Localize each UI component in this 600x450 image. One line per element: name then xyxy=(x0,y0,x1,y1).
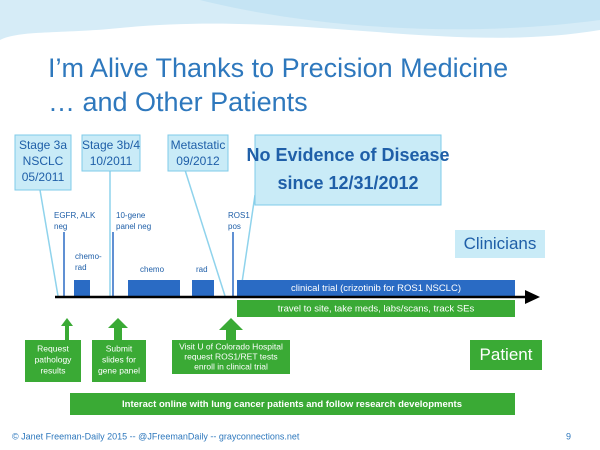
event-label: 10-gene xyxy=(116,211,146,220)
page-number: 9 xyxy=(566,431,571,441)
stage-label: Stage 3a xyxy=(19,138,67,152)
stage-box xyxy=(81,134,141,172)
clinicians-label: Clinicians xyxy=(464,234,537,253)
clinicians-box xyxy=(455,230,545,258)
up-arrows xyxy=(61,318,243,340)
action-box xyxy=(172,340,290,374)
action-text: gene panel xyxy=(98,365,140,375)
event-label: chemo xyxy=(140,265,165,274)
stage-box xyxy=(167,134,229,172)
event-label: rad xyxy=(75,263,87,272)
stage-label: 10/2011 xyxy=(90,154,133,168)
timeline-arrow xyxy=(525,290,540,304)
patient-bar-text: travel to site, take meds, labs/scans, t… xyxy=(278,304,475,315)
event-label: panel neg xyxy=(116,222,151,231)
action-text: Submit xyxy=(106,343,133,353)
clinical-trial-text: clinical trial (crizotinib for ROS1 NSCL… xyxy=(291,283,461,294)
ned-text: No Evidence of Disease xyxy=(246,145,449,165)
action-box xyxy=(92,340,146,382)
event-label: chemo- xyxy=(75,252,102,261)
action-text: slides for xyxy=(102,354,136,364)
action-text: results xyxy=(40,365,65,375)
stage-label: Stage 3b/4 xyxy=(82,138,140,152)
action-text: request ROS1/RET tests xyxy=(184,351,277,361)
top-swoosh xyxy=(200,0,600,30)
connectors xyxy=(39,169,256,297)
patient-bar xyxy=(237,300,515,317)
action-text: Request xyxy=(37,343,69,353)
action-box xyxy=(25,340,81,382)
clinical-trial-bar xyxy=(237,280,515,296)
stage-label: Metastatic xyxy=(171,138,226,152)
stage-label: 05/2011 xyxy=(22,170,65,184)
event-lines xyxy=(63,232,234,296)
ned-text: since 12/31/2012 xyxy=(277,173,418,193)
title: I’m Alive Thanks to Precision Medicine xyxy=(48,53,508,83)
patient-box xyxy=(470,340,542,370)
footer: © Janet Freeman-Daily 2015 -- @JFreemanD… xyxy=(12,431,300,441)
stage-box xyxy=(14,134,72,191)
ned-box xyxy=(254,134,442,206)
event-label: EGFR, ALK xyxy=(54,211,96,220)
treatment-bar xyxy=(74,280,90,296)
online-text: Interact online with lung cancer patient… xyxy=(122,399,462,410)
treatment-bar xyxy=(128,280,180,296)
patient-label: Patient xyxy=(480,345,533,364)
treatment-bar xyxy=(192,280,214,296)
stage-label: NSCLC xyxy=(23,154,64,168)
title: … and Other Patients xyxy=(48,87,308,117)
online-bar xyxy=(70,393,515,415)
stage-label: 09/2012 xyxy=(176,154,220,168)
action-text: pathology xyxy=(35,354,73,364)
event-label: neg xyxy=(54,222,67,231)
event-label: pos xyxy=(228,222,241,231)
action-text: Visit U of Colorado Hospital xyxy=(179,341,283,351)
event-label: rad xyxy=(196,265,208,274)
event-label: ROS1 xyxy=(228,211,250,220)
action-text: enroll in clinical trial xyxy=(194,361,268,371)
